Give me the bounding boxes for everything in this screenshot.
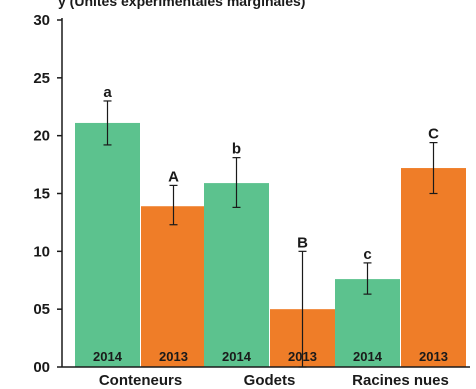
x-axis: Conteneurs Godets Racines nues <box>62 366 470 389</box>
bar-2013 <box>141 206 206 367</box>
category-label: Godets <box>244 372 296 389</box>
significance-label: b <box>232 141 241 158</box>
significance-label: a <box>103 84 112 101</box>
year-label: 2013 <box>159 349 188 364</box>
y-tick-label: 20 <box>33 128 50 145</box>
category-label: Conteneurs <box>99 372 182 389</box>
y-axis: 00 05 10 15 20 25 30 <box>33 12 63 376</box>
y-tick-label: 05 <box>33 301 50 318</box>
year-label: 2014 <box>222 349 252 364</box>
bar-2014 <box>75 122 140 368</box>
year-label: 2014 <box>93 349 123 364</box>
bar-2013 <box>401 168 466 367</box>
significance-label: B <box>297 234 308 251</box>
y-tick-label: 00 <box>33 359 50 376</box>
y-tick-label: 30 <box>33 12 50 29</box>
significance-label: C <box>428 126 439 143</box>
significance-label: c <box>363 246 371 263</box>
y-tick-label: 10 <box>33 243 50 260</box>
significance-label: A <box>168 168 179 185</box>
bar-2014 <box>204 183 269 367</box>
y-tick-label: 15 <box>33 186 50 203</box>
year-label: 2013 <box>288 349 317 364</box>
year-label: 2014 <box>353 349 383 364</box>
y-tick-label: 25 <box>33 70 50 87</box>
bars-group: a 2014 A 2013 b 2014 B 2013 c 2014 C 2013 <box>75 84 466 368</box>
year-label: 2013 <box>419 349 448 364</box>
chart-header-fragment: y (Unités expérimentales marginales) <box>58 0 305 9</box>
category-label: Racines nues <box>352 372 449 389</box>
